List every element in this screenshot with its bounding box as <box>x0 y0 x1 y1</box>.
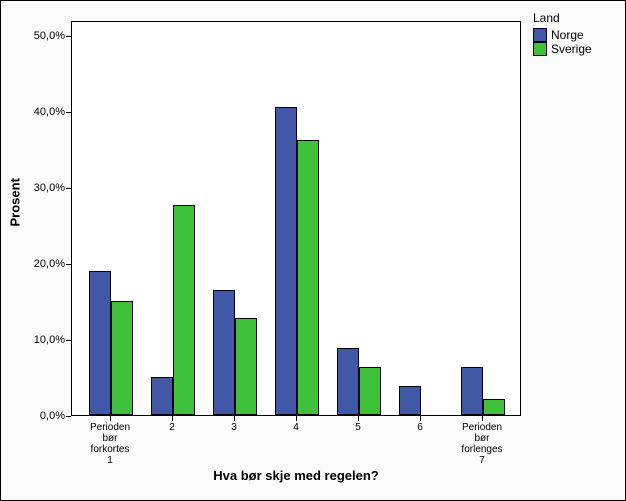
bar <box>111 301 133 415</box>
bar <box>151 377 173 415</box>
y-tick <box>66 340 71 341</box>
y-tick <box>66 264 71 265</box>
legend-label: Sverige <box>551 42 592 56</box>
legend-title: Land <box>533 11 592 25</box>
x-tick <box>358 416 359 421</box>
plot-area <box>71 21 521 416</box>
bar <box>275 107 297 415</box>
y-tick-label: 0,0% <box>27 410 65 422</box>
x-tick-label: Periodenbørforlenges7 <box>455 422 510 466</box>
x-tick-label: Periodenbørforkortes1 <box>83 422 138 466</box>
y-tick-label: 20,0% <box>27 258 65 270</box>
bar <box>213 290 235 415</box>
bar <box>399 386 421 415</box>
y-tick <box>66 416 71 417</box>
bar <box>297 140 319 415</box>
y-tick-label: 10,0% <box>27 334 65 346</box>
x-tick <box>420 416 421 421</box>
bar <box>235 318 257 415</box>
x-tick-label: 6 <box>405 422 435 433</box>
y-tick-label: 50,0% <box>27 30 65 42</box>
x-tick-label: 2 <box>157 422 187 433</box>
y-tick <box>66 188 71 189</box>
bar <box>337 348 359 415</box>
legend: Land Norge Sverige <box>533 11 592 56</box>
legend-item: Sverige <box>533 42 592 56</box>
legend-label: Norge <box>551 28 584 42</box>
bar <box>359 367 381 415</box>
y-tick-label: 40,0% <box>27 106 65 118</box>
y-tick-label: 30,0% <box>27 182 65 194</box>
legend-swatch-icon <box>533 42 547 56</box>
y-tick <box>66 36 71 37</box>
bar <box>89 271 111 415</box>
x-tick <box>296 416 297 421</box>
bar <box>461 367 483 415</box>
x-tick <box>172 416 173 421</box>
x-tick <box>234 416 235 421</box>
y-axis-label: Prosent <box>8 206 23 226</box>
bar <box>173 205 195 415</box>
legend-swatch-icon <box>533 28 547 42</box>
x-tick <box>110 416 111 421</box>
legend-item: Norge <box>533 28 592 42</box>
x-axis-label: Hva bør skje med regelen? <box>71 468 521 483</box>
x-tick-label: 4 <box>281 422 311 433</box>
chart-container: Prosent Hva bør skje med regelen? Land N… <box>0 0 626 501</box>
x-tick <box>482 416 483 421</box>
y-tick <box>66 112 71 113</box>
x-tick-label: 5 <box>343 422 373 433</box>
bar <box>483 399 505 415</box>
x-tick-label: 3 <box>219 422 249 433</box>
